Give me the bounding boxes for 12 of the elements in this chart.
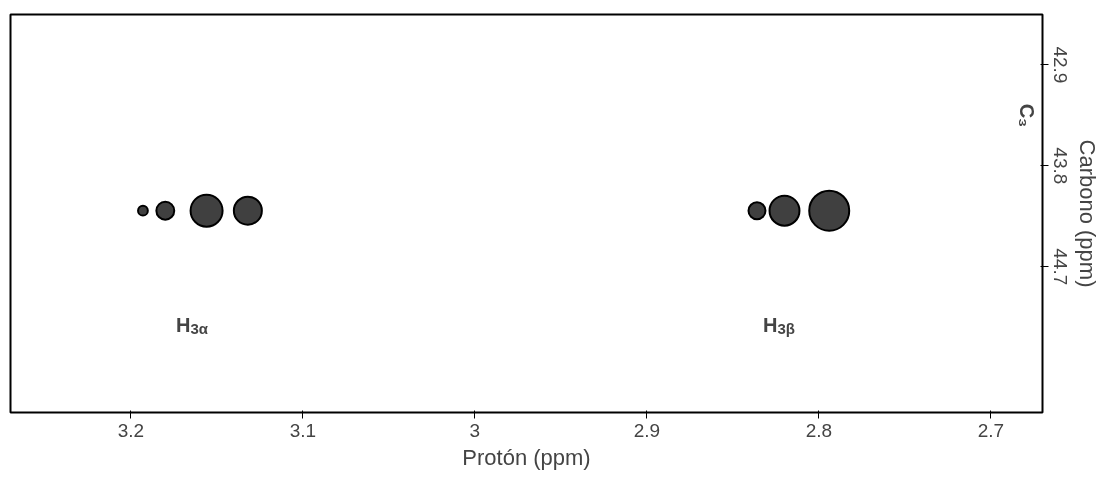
x-tick-label: 2.7 xyxy=(977,419,1005,441)
y-tick-label: 43.8 xyxy=(1049,147,1071,185)
x-tick-label: 3.2 xyxy=(117,419,145,441)
y-tick-label: 42.9 xyxy=(1049,46,1071,84)
x-axis-title: Protón (ppm) xyxy=(462,444,591,470)
x-tick-label: 3.1 xyxy=(289,419,317,441)
y-axis-title: Carbono (ppm) xyxy=(1074,139,1100,288)
x-tick-label: 3 xyxy=(469,419,481,441)
x-tick-label: 2.9 xyxy=(633,419,661,441)
x-tick-label: 2.8 xyxy=(805,419,833,441)
y-tick-label: 44.7 xyxy=(1049,248,1071,286)
annotation: C₃ xyxy=(1015,103,1038,128)
